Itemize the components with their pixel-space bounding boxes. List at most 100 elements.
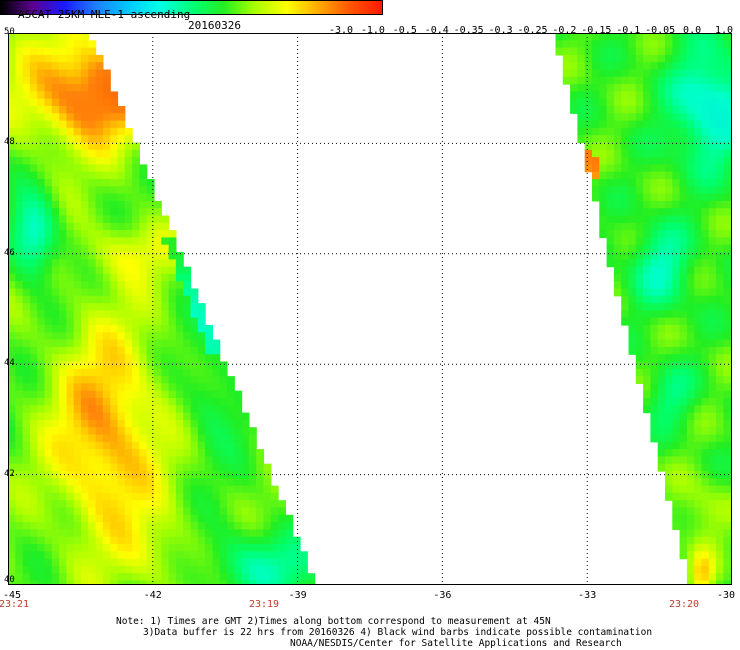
wind-cell (701, 544, 710, 552)
wind-cell (248, 427, 257, 436)
wind-cell (613, 84, 622, 92)
wind-cell (37, 361, 46, 370)
wind-cell (672, 273, 681, 282)
wind-cell (44, 390, 53, 399)
wind-cell (256, 485, 265, 494)
wind-cell (66, 573, 75, 582)
wind-cell (22, 69, 31, 78)
wind-cell (650, 310, 659, 319)
wind-cell (161, 398, 170, 406)
wind-cell (73, 317, 82, 326)
wind-cell (37, 412, 46, 421)
wind-cell (88, 405, 97, 414)
wind-cell (205, 580, 213, 585)
wind-cell (679, 449, 688, 457)
wind-cell (212, 412, 221, 421)
wind-cell (635, 266, 644, 275)
wind-cell (701, 405, 710, 414)
wind-cell (110, 551, 119, 560)
wind-cell (701, 398, 710, 406)
wind-cell (51, 303, 60, 311)
wind-cell (270, 529, 279, 538)
wind-cell (117, 354, 126, 363)
wind-cell (95, 142, 104, 151)
wind-cell (175, 456, 184, 465)
wind-cell (29, 317, 38, 326)
wind-cell (95, 339, 104, 348)
wind-cell (679, 113, 688, 122)
time-label: 23:19 (248, 599, 280, 610)
wind-cell (88, 237, 97, 246)
wind-cell (117, 149, 126, 158)
wind-cell (81, 492, 89, 501)
wind-cell (22, 47, 31, 56)
wind-cell (635, 332, 644, 341)
wind-cell (606, 84, 615, 92)
wind-cell (29, 383, 38, 392)
wind-cell (95, 186, 104, 195)
wind-cell (161, 434, 170, 443)
wind-cell (37, 419, 46, 428)
wind-cell (15, 135, 24, 144)
wind-cell (29, 354, 38, 363)
wind-cell (15, 295, 24, 304)
wind-cell (197, 441, 206, 450)
wind-cell (88, 208, 97, 217)
wind-cell (175, 529, 184, 538)
wind-cell (650, 230, 659, 238)
wind-cell (8, 303, 16, 311)
wind-cell (686, 237, 695, 246)
wind-cell (679, 471, 688, 479)
wind-cell (22, 40, 31, 49)
wind-cell (708, 317, 717, 326)
wind-cell (117, 412, 126, 421)
wind-cell (672, 303, 681, 311)
wind-cell (613, 164, 622, 173)
wind-cell (643, 288, 651, 297)
wind-cell (665, 317, 673, 326)
wind-cell (88, 76, 97, 85)
wind-cell (672, 441, 681, 450)
wind-cell (29, 40, 38, 49)
wind-cell (168, 573, 177, 582)
wind-cell (643, 252, 651, 260)
wind-cell (110, 405, 119, 414)
wind-cell (613, 193, 622, 202)
wind-cell (686, 492, 695, 501)
wind-cell (212, 339, 221, 348)
wind-cell (643, 222, 651, 231)
wind-cell (66, 54, 75, 63)
wind-cell (51, 580, 60, 585)
wind-cell (51, 398, 60, 406)
wind-cell (175, 492, 184, 501)
wind-cell (701, 69, 710, 78)
wind-cell (606, 222, 615, 231)
wind-cell (37, 580, 46, 585)
wind-cell (197, 565, 206, 574)
wind-cell (37, 368, 46, 377)
wind-cell (248, 456, 257, 465)
wind-cell (650, 266, 659, 275)
wind-cell (197, 434, 206, 443)
wind-cell (73, 273, 82, 282)
wind-cell (117, 427, 126, 436)
wind-cell (701, 390, 710, 399)
wind-cell (37, 463, 46, 472)
wind-cell (716, 427, 724, 436)
wind-cell (613, 281, 622, 290)
wind-cell (686, 62, 695, 71)
wind-cell (22, 164, 31, 173)
wind-cell (8, 529, 16, 538)
wind-cell (628, 76, 637, 85)
wind-cell (81, 303, 89, 311)
wind-cell (66, 303, 75, 311)
wind-cell (29, 164, 38, 173)
wind-cell (650, 317, 659, 326)
wind-cell (657, 157, 666, 165)
wind-cell (635, 273, 644, 282)
wind-cell (15, 485, 24, 494)
wind-cell (15, 149, 24, 158)
wind-cell (723, 529, 732, 538)
wind-cell (161, 332, 170, 341)
wind-cell (270, 573, 279, 582)
